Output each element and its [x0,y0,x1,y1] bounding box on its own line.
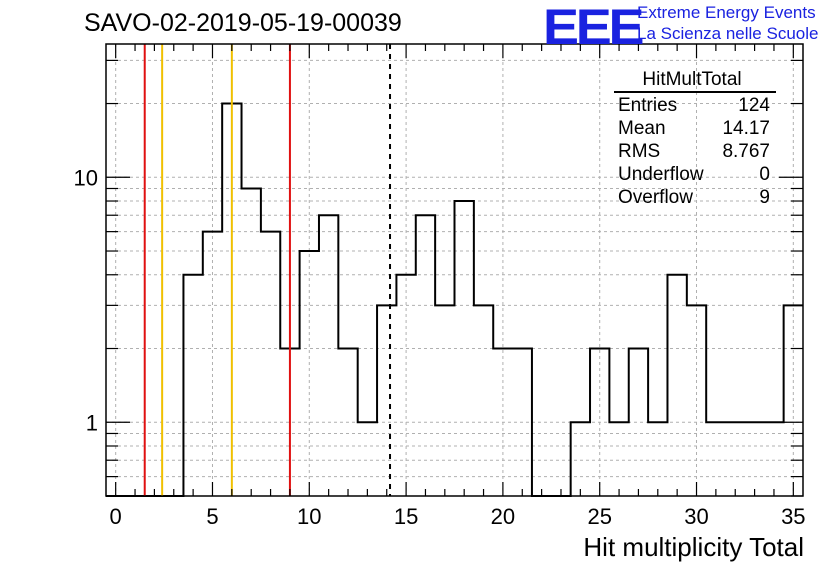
x-tick-label: 10 [297,504,321,529]
marker-lines [143,44,392,496]
stats-title: HitMultTotal [642,69,742,90]
histogram-bin [416,215,435,496]
histogram-bin [300,251,319,496]
stats-row-mean: Mean 14.17 [610,117,774,140]
axes: 0 5 10 15 20 25 30 35 1 10 [74,43,806,529]
histogram-bin [242,188,261,496]
x-tick-label: 30 [684,504,708,529]
logo-subtitle-1: Extreme Energy Events [637,3,816,22]
stats-value: 124 [738,95,770,116]
histogram-bin [667,275,686,496]
histogram-bin [358,422,377,496]
y-tick-label: 1 [86,410,98,435]
histogram-bin [687,305,706,496]
histogram-bin [183,275,202,496]
histogram-bin [571,422,590,496]
stats-divider [614,91,776,93]
x-axis-label: Hit multiplicity Total [583,532,804,562]
chart-title: SAVO-02-2019-05-19-00039 [84,9,402,37]
histogram-bin [609,422,628,496]
histogram-bin [590,349,609,496]
histogram-bin [726,422,745,496]
stats-value: 0 [759,164,770,185]
eee-logo: EEE [543,0,645,55]
logo-subtitle-2: La Scienza nelle Scuole [637,24,819,43]
histogram-bin [319,215,338,496]
histogram-bin [203,232,222,496]
stats-label: RMS [618,141,661,162]
histogram-bin [784,305,803,496]
y-tick-label: 10 [74,165,98,190]
stats-label: Entries [618,95,678,116]
stats-box: HitMultTotal Entries 124 Mean 14.17 RMS … [610,69,776,209]
histogram-bin [474,305,493,496]
x-tick-label: 35 [781,504,805,529]
histogram-bin [629,349,648,496]
stats-label: Underflow [618,164,704,185]
stats-label: Mean [618,118,666,139]
x-tick-label: 25 [587,504,611,529]
x-tick-label: 5 [206,504,218,529]
histogram-bin [377,305,396,496]
histogram-outline [106,102,803,497]
histogram-bin [396,275,415,496]
stats-value: 9 [759,187,770,208]
stats-label: Overflow [618,187,693,208]
stats-row-underflow: Underflow 0 [610,163,774,186]
histogram-bin [706,422,725,496]
histogram-bin [513,349,532,496]
stats-row-entries: Entries 124 [610,94,774,117]
histogram-bin [764,422,783,496]
histogram-bin [455,201,474,496]
histogram-bin [338,349,357,496]
x-tick-label: 0 [110,504,122,529]
stats-row-overflow: Overflow 9 [610,186,774,209]
histogram-series [106,102,803,497]
plot-frame [105,43,804,497]
x-tick-label: 15 [394,504,418,529]
stats-value: 8.767 [722,141,770,162]
stats-value: 14.17 [722,118,770,139]
stats-row-rms: RMS 8.767 [610,140,774,163]
histogram-bin [745,422,764,496]
histogram-bin [261,232,280,496]
histogram-bin [648,422,667,496]
histogram-bin [493,349,512,496]
x-tick-label: 20 [491,504,515,529]
histogram-bin [435,305,454,496]
